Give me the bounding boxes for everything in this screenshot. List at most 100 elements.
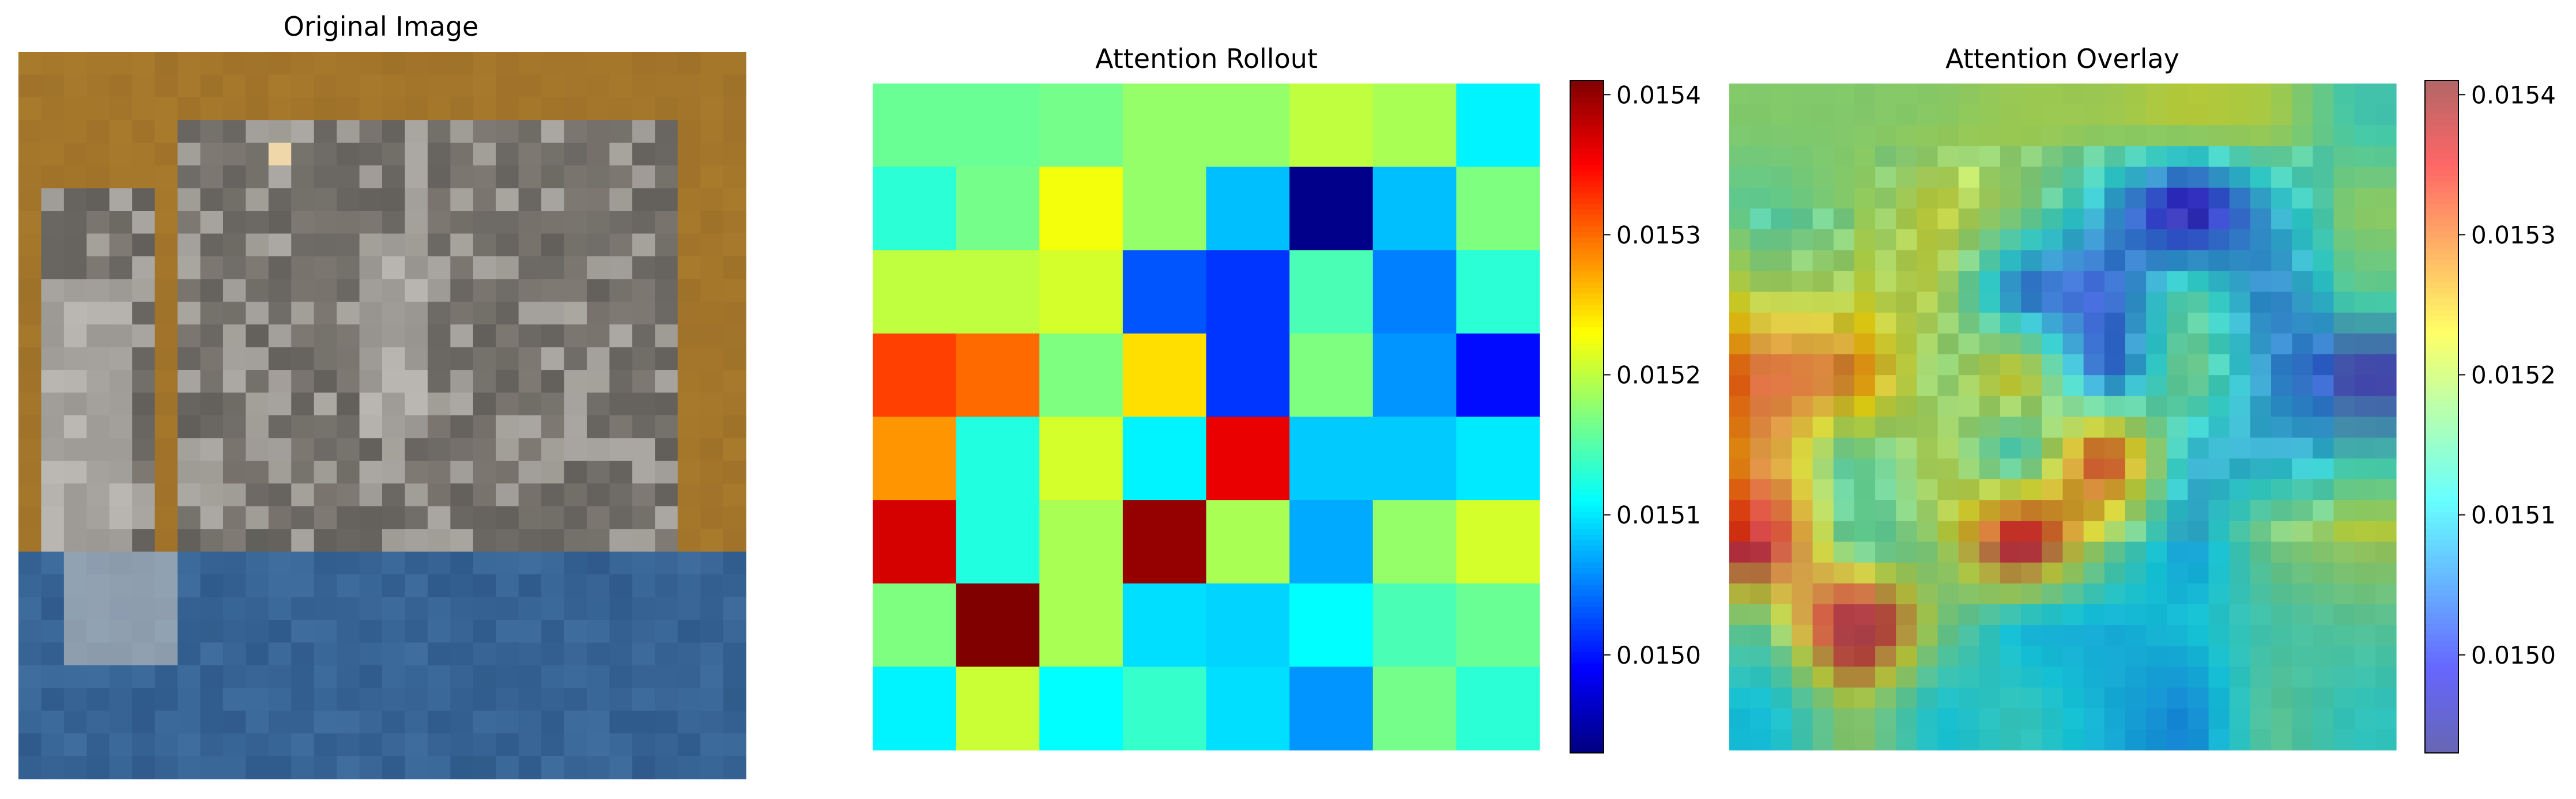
image-pixel (496, 347, 519, 370)
image-pixel (314, 529, 337, 552)
image-pixel (109, 279, 133, 302)
overlay-cell (2271, 84, 2292, 105)
overlay-cell (2000, 667, 2021, 688)
image-pixel (496, 256, 519, 279)
overlay-cell (2062, 458, 2084, 480)
overlay-cell (1875, 458, 1896, 480)
overlay-cell (1791, 437, 1813, 459)
colorbar-segment (1570, 674, 1604, 681)
image-pixel (564, 279, 587, 302)
overlay-cell (2042, 646, 2064, 667)
image-pixel (291, 710, 315, 734)
image-pixel (723, 165, 746, 189)
overlay-cell (1937, 271, 1959, 293)
image-pixel (200, 506, 224, 529)
image-pixel (222, 324, 246, 348)
image-pixel (359, 233, 383, 257)
overlay-cell (2333, 125, 2355, 147)
overlay-cell (1771, 187, 1793, 209)
overlay-cell (2042, 250, 2064, 272)
image-pixel (246, 165, 269, 189)
image-pixel (632, 142, 655, 166)
overlay-cell (2083, 521, 2105, 543)
image-pixel (518, 233, 542, 257)
image-pixel (609, 460, 633, 484)
image-pixel (564, 324, 587, 348)
overlay-cell (1917, 208, 1938, 230)
overlay-cell (2125, 104, 2147, 126)
overlay-cell (1875, 291, 1896, 313)
image-pixel (450, 211, 474, 234)
overlay-cell (2104, 521, 2126, 543)
overlay-cell (2083, 333, 2105, 355)
overlay-cell (2187, 208, 2209, 230)
overlay-cell (2333, 521, 2355, 543)
image-pixel (382, 710, 406, 734)
overlay-cell (2313, 541, 2334, 563)
colorbar-segment (1570, 103, 1604, 109)
heatmap-cell (956, 84, 1040, 168)
overlay-cell (1896, 312, 1918, 334)
image-pixel (359, 733, 383, 757)
attention-rollout-title: Attention Rollout (1095, 43, 1318, 74)
overlay-cell (2313, 375, 2334, 396)
image-pixel (427, 665, 451, 688)
image-pixel (268, 551, 292, 575)
heatmap-cell (1456, 166, 1540, 251)
overlay-cell (1750, 562, 1771, 584)
overlay-cell (2292, 583, 2313, 605)
image-pixel (178, 619, 201, 643)
image-pixel (63, 392, 87, 416)
image-pixel (291, 324, 315, 348)
image-pixel (723, 415, 746, 439)
overlay-cell (2250, 166, 2272, 188)
image-pixel (586, 370, 610, 393)
overlay-cell (1854, 208, 1876, 230)
overlay-cell (2021, 604, 2042, 626)
overlay-cell (2208, 229, 2230, 251)
image-pixel (109, 506, 133, 529)
image-pixel (450, 97, 474, 120)
overlay-cell (2187, 521, 2209, 543)
overlay-cell (1771, 333, 1793, 355)
overlay-cell (2125, 146, 2147, 168)
colorbar-segment (2425, 221, 2458, 227)
image-pixel (154, 97, 178, 120)
overlay-cell (1750, 604, 1771, 626)
overlay-cell (1958, 708, 1980, 730)
colorbar-tick-label: 0.0153 (2471, 221, 2556, 249)
image-pixel (246, 347, 269, 370)
image-pixel (200, 392, 224, 416)
overlay-cell (2042, 208, 2064, 230)
image-pixel (337, 438, 360, 461)
overlay-cell (1833, 458, 1855, 480)
image-pixel (200, 460, 224, 484)
image-pixel (178, 52, 201, 75)
overlay-cell (2062, 250, 2084, 272)
overlay-cell (2271, 500, 2292, 521)
overlay-cell (2125, 729, 2147, 751)
overlay-cell (1791, 208, 1813, 230)
image-pixel (200, 279, 224, 302)
overlay-cell (1750, 84, 1771, 105)
image-pixel (427, 460, 451, 484)
colorbar-segment (1570, 153, 1604, 160)
image-pixel (314, 483, 337, 507)
colorbar-segment (2425, 641, 2458, 647)
overlay-cell (2167, 437, 2189, 459)
overlay-cell (2354, 396, 2376, 418)
overlay-cell (2292, 146, 2313, 168)
image-pixel (564, 551, 587, 575)
colorbar-segment (1570, 305, 1604, 311)
image-pixel (473, 597, 496, 620)
overlay-cell (2104, 562, 2126, 584)
overlay-cell (1771, 125, 1793, 147)
image-pixel (382, 438, 406, 461)
image-pixel (200, 688, 224, 711)
image-pixel (541, 529, 565, 552)
overlay-cell (2000, 687, 2021, 709)
image-pixel (564, 688, 587, 711)
overlay-cell (2333, 437, 2355, 459)
overlay-cell (1979, 458, 2001, 480)
image-pixel (246, 642, 269, 666)
